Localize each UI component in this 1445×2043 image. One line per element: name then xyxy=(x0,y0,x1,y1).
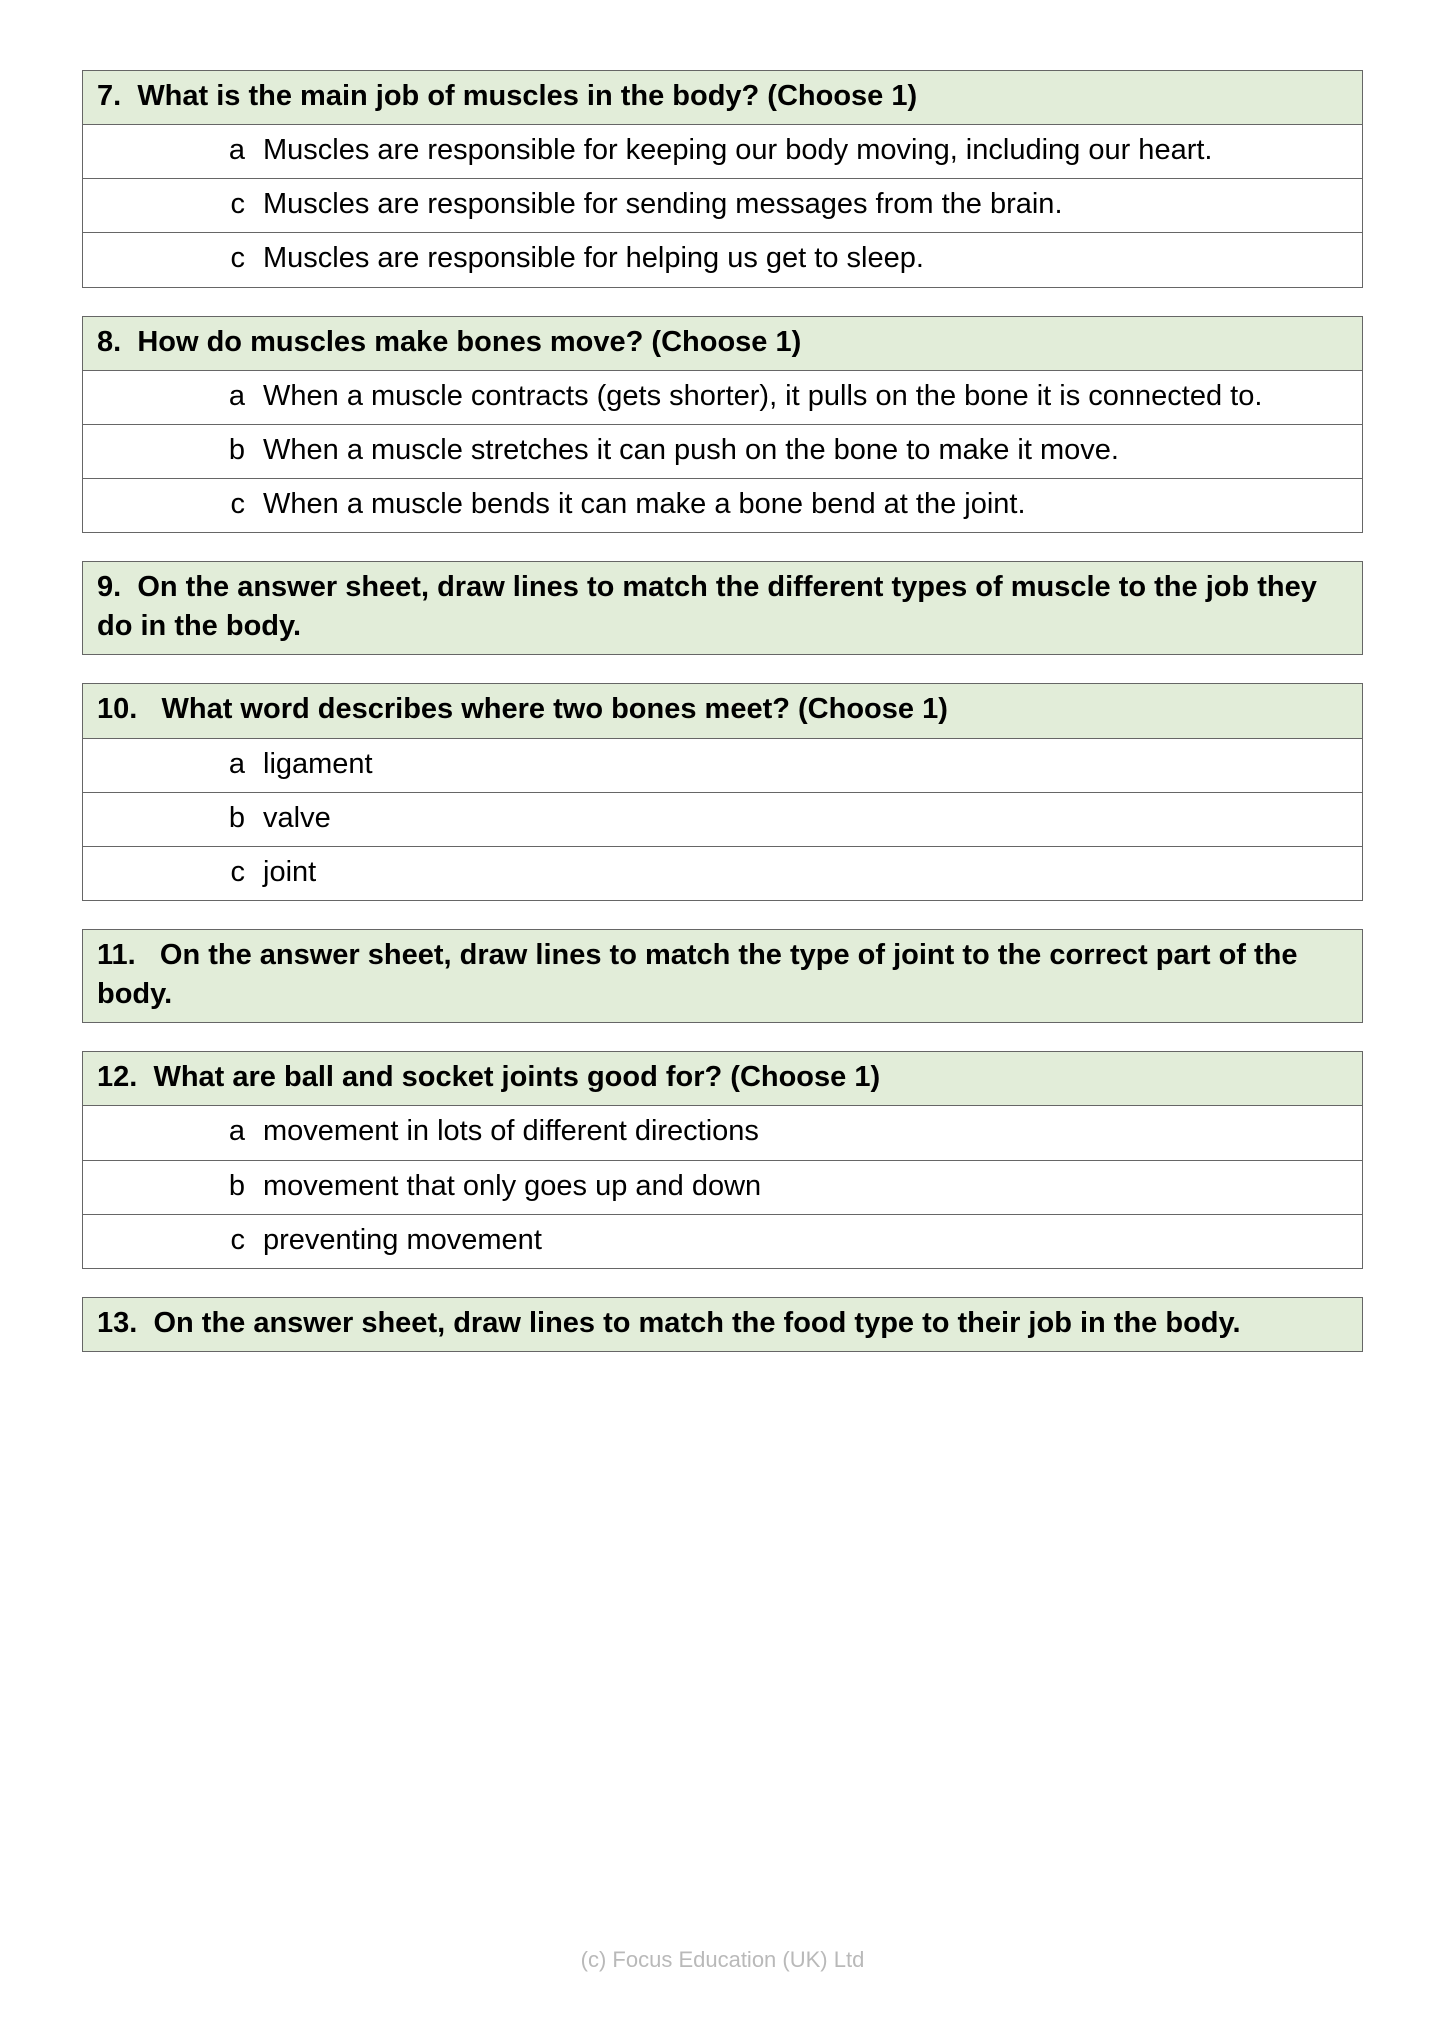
option-row[interactable]: c joint xyxy=(83,847,1362,900)
option-letter: c xyxy=(83,479,263,532)
option-text: valve xyxy=(263,793,1362,846)
option-text: When a muscle contracts (gets shorter), … xyxy=(263,371,1362,424)
option-row[interactable]: c Muscles are responsible for sending me… xyxy=(83,179,1362,233)
question-number: 10. xyxy=(97,693,137,725)
option-text: preventing movement xyxy=(263,1215,1362,1268)
option-letter: b xyxy=(83,793,263,846)
question-header: 7. What is the main job of muscles in th… xyxy=(83,71,1362,125)
option-row[interactable]: a ligament xyxy=(83,739,1362,793)
question-number: 8. xyxy=(97,326,121,358)
option-row[interactable]: b When a muscle stretches it can push on… xyxy=(83,425,1362,479)
question-number: 11. xyxy=(97,939,136,971)
option-letter: c xyxy=(83,1215,263,1268)
option-row[interactable]: a When a muscle contracts (gets shorter)… xyxy=(83,371,1362,425)
option-letter: b xyxy=(83,425,263,478)
question-9: 9. On the answer sheet, draw lines to ma… xyxy=(82,561,1363,655)
option-letter: c xyxy=(83,847,263,900)
question-7: 7. What is the main job of muscles in th… xyxy=(82,70,1363,288)
question-text: What word describes where two bones meet… xyxy=(162,693,948,725)
question-10: 10. What word describes where two bones … xyxy=(82,683,1363,901)
question-11: 11. On the answer sheet, draw lines to m… xyxy=(82,929,1363,1023)
question-text: On the answer sheet, draw lines to match… xyxy=(97,939,1298,1010)
question-13: 13. On the answer sheet, draw lines to m… xyxy=(82,1297,1363,1352)
worksheet-page: 7. What is the main job of muscles in th… xyxy=(0,0,1445,1352)
question-text: How do muscles make bones move? (Choose … xyxy=(137,326,801,358)
option-row[interactable]: b movement that only goes up and down xyxy=(83,1161,1362,1215)
option-text: movement that only goes up and down xyxy=(263,1161,1362,1214)
option-letter: a xyxy=(83,1106,263,1159)
option-row[interactable]: b valve xyxy=(83,793,1362,847)
option-letter: a xyxy=(83,371,263,424)
option-letter: b xyxy=(83,1161,263,1214)
question-header: 10. What word describes where two bones … xyxy=(83,684,1362,738)
question-number: 7. xyxy=(97,80,121,112)
option-text: movement in lots of different directions xyxy=(263,1106,1362,1159)
option-letter: c xyxy=(83,233,263,286)
question-text: What is the main job of muscles in the b… xyxy=(137,80,917,112)
question-header: 12. What are ball and socket joints good… xyxy=(83,1052,1362,1106)
question-12: 12. What are ball and socket joints good… xyxy=(82,1051,1363,1269)
option-letter: c xyxy=(83,179,263,232)
option-letter: a xyxy=(83,739,263,792)
option-row[interactable]: a movement in lots of different directio… xyxy=(83,1106,1362,1160)
option-row[interactable]: c When a muscle bends it can make a bone… xyxy=(83,479,1362,532)
option-row[interactable]: c Muscles are responsible for helping us… xyxy=(83,233,1362,286)
question-number: 13. xyxy=(97,1307,137,1339)
option-row[interactable]: c preventing movement xyxy=(83,1215,1362,1268)
question-text: On the answer sheet, draw lines to match… xyxy=(153,1307,1240,1339)
question-number: 9. xyxy=(97,571,121,603)
option-text: ligament xyxy=(263,739,1362,792)
option-text: Muscles are responsible for keeping our … xyxy=(263,125,1362,178)
question-8: 8. How do muscles make bones move? (Choo… xyxy=(82,316,1363,534)
option-row[interactable]: a Muscles are responsible for keeping ou… xyxy=(83,125,1362,179)
footer-copyright: (c) Focus Education (UK) Ltd xyxy=(0,1947,1445,1973)
option-text: joint xyxy=(263,847,1362,900)
option-text: When a muscle bends it can make a bone b… xyxy=(263,479,1362,532)
option-letter: a xyxy=(83,125,263,178)
question-text: What are ball and socket joints good for… xyxy=(153,1061,880,1093)
option-text: Muscles are responsible for helping us g… xyxy=(263,233,1362,286)
option-text: When a muscle stretches it can push on t… xyxy=(263,425,1362,478)
option-text: Muscles are responsible for sending mess… xyxy=(263,179,1362,232)
question-text: On the answer sheet, draw lines to match… xyxy=(97,571,1317,642)
question-number: 12. xyxy=(97,1061,137,1093)
question-header: 8. How do muscles make bones move? (Choo… xyxy=(83,317,1362,371)
